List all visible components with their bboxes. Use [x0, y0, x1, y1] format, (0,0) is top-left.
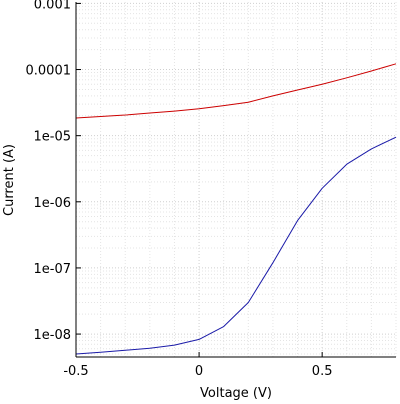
grid [75, 2, 397, 357]
y-axis-label: Current (A) [2, 144, 17, 216]
y-tick-label: 1e-06 [33, 196, 71, 211]
x-tick-label: -0.5 [63, 364, 88, 379]
y-tick-label: 0.001 [34, 0, 71, 12]
y-tick-label: 1e-07 [33, 262, 71, 277]
series-line-2 [75, 136, 397, 355]
x-axis-label: Voltage (V) [200, 386, 272, 400]
tick-labels: -0.5 0 0.5 1e-08 1e-07 1e-06 1e-05 0.0001 0.001 [26, 0, 333, 379]
series-group [75, 63, 397, 355]
y-tick-label: 1e-08 [33, 328, 71, 343]
series-line-1 [75, 63, 397, 119]
y-tick-label: 0.0001 [26, 64, 72, 79]
axes [75, 2, 396, 358]
y-tick-label: 1e-05 [33, 130, 71, 145]
x-tick-label: 0.5 [312, 364, 333, 379]
x-tick-label: 0 [195, 364, 203, 379]
